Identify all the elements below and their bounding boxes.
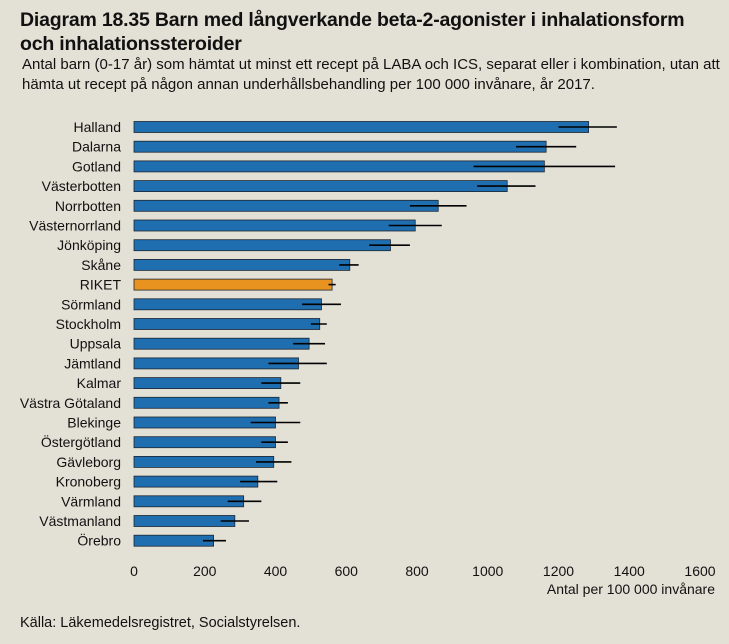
bar-riket	[133, 278, 333, 291]
bar-uppsala	[133, 337, 310, 350]
x-tick-label: 400	[264, 563, 288, 579]
bar-västernorrland	[133, 219, 416, 232]
category-label-kalmar: Kalmar	[77, 375, 122, 391]
chart-subtitle: Antal barn (0-17 år) som hämtat ut minst…	[22, 56, 720, 93]
bar-stockholm	[133, 318, 321, 330]
category-label-dalarna: Dalarna	[72, 139, 121, 155]
category-label-stockholm: Stockholm	[56, 316, 121, 332]
category-label-sörmland: Sörmland	[61, 296, 121, 312]
category-label-halland: Halland	[74, 119, 121, 135]
category-label-uppsala: Uppsala	[70, 336, 122, 352]
category-label-västernorrland: Västernorrland	[29, 218, 121, 234]
bar-gävleborg	[133, 455, 275, 468]
source-note: Källa: Läkemedelsregistret, Socialstyrel…	[20, 615, 301, 631]
x-tick-label: 200	[193, 563, 217, 579]
category-label-blekinge: Blekinge	[67, 415, 121, 431]
x-tick-label: 1400	[614, 563, 645, 579]
category-label-västmanland: Västmanland	[39, 513, 121, 529]
category-label-örebro: Örebro	[77, 532, 121, 549]
category-label-värmland: Värmland	[61, 493, 121, 509]
category-label-västerbotten: Västerbotten	[42, 178, 121, 194]
bar-sörmland	[133, 298, 322, 311]
bar-norrbotten	[133, 199, 439, 212]
category-label-gävleborg: Gävleborg	[56, 454, 121, 470]
bar-kalmar	[133, 377, 282, 390]
category-label-gotland: Gotland	[72, 158, 121, 174]
bar-östergötland	[133, 436, 276, 449]
x-tick-label: 800	[405, 563, 429, 579]
bar-dalarna	[133, 140, 547, 153]
bar-västmanland	[133, 515, 236, 527]
category-label-västra-götaland: Västra Götaland	[20, 395, 121, 411]
bar-örebro	[133, 534, 214, 547]
bar-västerbotten	[133, 180, 508, 193]
category-label-östergötland: Östergötland	[41, 433, 121, 450]
x-tick-label: 1200	[543, 563, 574, 579]
x-axis-title: Antal per 100 000 invånare	[547, 581, 715, 597]
bar-halland	[133, 121, 589, 133]
category-label-kronoberg: Kronoberg	[56, 474, 121, 490]
category-label-jämtland: Jämtland	[64, 355, 121, 371]
chart-title: Diagram 18.35 Barn med långverkande beta…	[20, 9, 685, 55]
x-tick-label: 1600	[684, 563, 715, 579]
x-tick-label: 0	[130, 563, 138, 579]
x-tick-label: 1000	[472, 563, 503, 579]
bar-kronoberg	[133, 475, 259, 488]
bar-västra-götaland	[133, 396, 280, 409]
category-label-norrbotten: Norrbotten	[55, 198, 121, 214]
bar-jönköping	[133, 239, 391, 252]
category-label-skåne: Skåne	[81, 257, 121, 273]
bar-värmland	[133, 495, 245, 508]
category-label-riket: RIKET	[80, 277, 122, 293]
category-label-jönköping: Jönköping	[57, 237, 121, 253]
x-tick-label: 600	[335, 563, 359, 579]
bar-skåne	[133, 258, 351, 271]
